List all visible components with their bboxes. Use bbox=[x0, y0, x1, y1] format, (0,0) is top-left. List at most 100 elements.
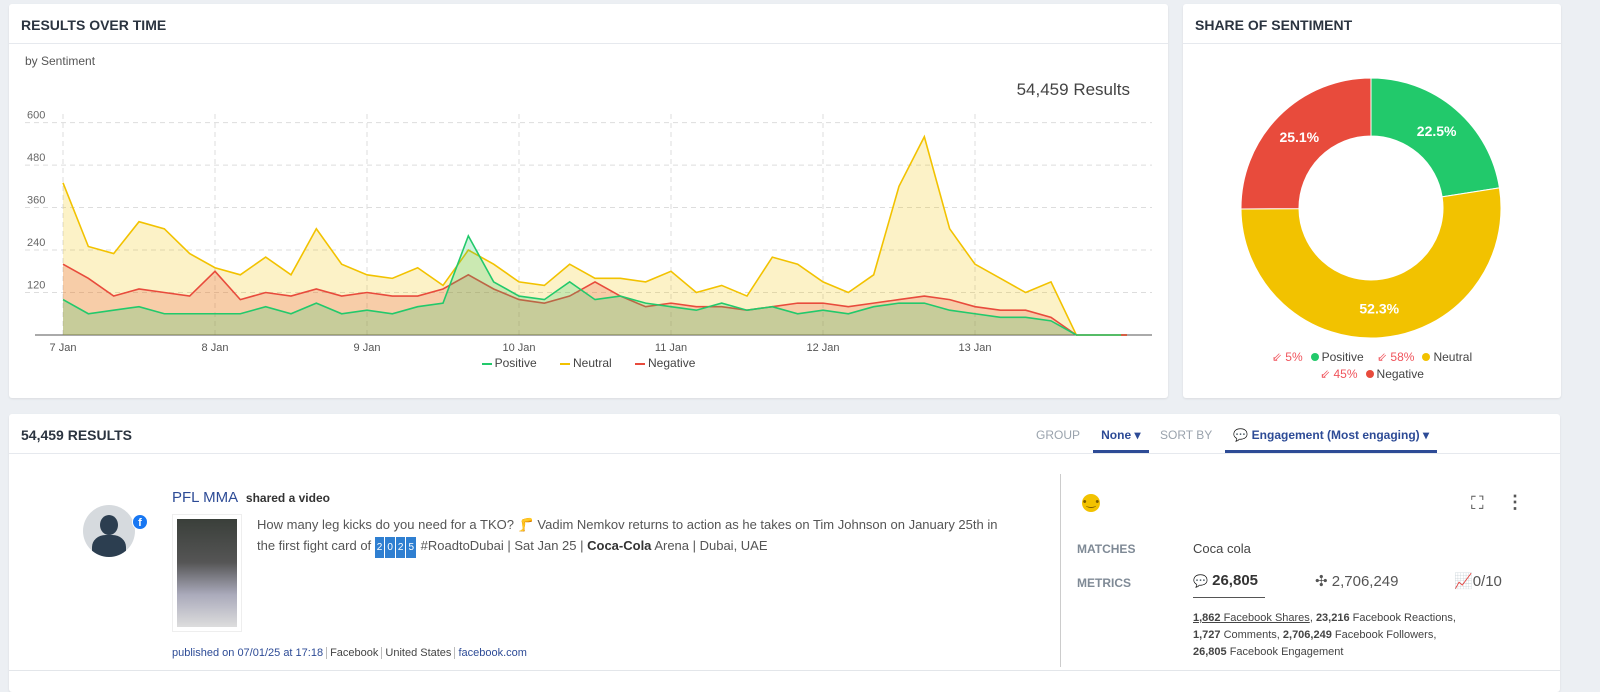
keycap: 5 bbox=[406, 537, 417, 558]
sort-control: SORT BY 💬 Engagement (Most engaging) ▾ bbox=[1160, 428, 1438, 453]
avatar[interactable] bbox=[83, 505, 135, 557]
results-over-time-card: RESULTS OVER TIME by Sentiment 54,459 Re… bbox=[9, 4, 1168, 398]
chart-subtitle: by Sentiment bbox=[25, 54, 96, 68]
post-text-part: Arena | Dubai, UAE bbox=[651, 538, 768, 553]
metric-details: 1,862 Facebook Shares, 23,216 Facebook R… bbox=[1193, 610, 1493, 661]
sort-dropdown[interactable]: 💬 Engagement (Most engaging) ▾ bbox=[1225, 428, 1438, 453]
engagement-label: Facebook Engagement bbox=[1226, 646, 1344, 658]
matches-label: MATCHES bbox=[1077, 542, 1136, 556]
post-action: shared a video bbox=[245, 491, 330, 505]
card-title: RESULTS OVER TIME bbox=[9, 4, 1168, 44]
metrics-label: METRICS bbox=[1077, 576, 1131, 590]
comments-label: Comments, bbox=[1220, 629, 1283, 641]
results-list-card: 54,459 RESULTS GROUP None ▾ SORT BY 💬 En… bbox=[9, 414, 1560, 692]
reach-metric[interactable]: ✣ 2,706,249 bbox=[1315, 572, 1398, 590]
slice-label: 22.5% bbox=[1417, 123, 1457, 139]
divider bbox=[1060, 474, 1061, 667]
x-tick-label: 8 Jan bbox=[202, 342, 229, 354]
score-metric[interactable]: 📈0/10 bbox=[1454, 572, 1502, 590]
y-tick-label: 240 bbox=[27, 237, 45, 249]
share-of-sentiment-card: SHARE OF SENTIMENT 22.5% 52.3% 25.1% ⇙ 5% P… bbox=[1183, 4, 1561, 398]
legend-label: Negative bbox=[1376, 367, 1424, 381]
x-tick-label: 7 Jan bbox=[50, 342, 77, 354]
group-value: None bbox=[1101, 428, 1132, 442]
post-text-part: #RoadtoDubai | Sat Jan 25 | bbox=[417, 538, 588, 553]
divider bbox=[9, 670, 1560, 671]
results-total: 54,459 Results bbox=[1016, 80, 1130, 99]
keycap: 2 bbox=[395, 537, 406, 558]
slice-positive bbox=[1370, 77, 1500, 198]
trend-chart-icon: 📈 bbox=[1454, 573, 1473, 590]
country: United States bbox=[381, 647, 455, 659]
published-link[interactable]: published on 07/01/25 at 17:18 bbox=[172, 647, 324, 659]
trend-down-icon: ⇙ bbox=[1271, 350, 1282, 364]
score-value: 0/10 bbox=[1472, 573, 1502, 590]
chart-legend: Positive Neutral Negative bbox=[9, 356, 1168, 370]
dot-icon bbox=[1365, 370, 1374, 378]
change-value: 5% bbox=[1285, 350, 1303, 364]
trend-down-icon: ⇙ bbox=[1320, 367, 1331, 381]
x-tick-label: 9 Jan bbox=[354, 342, 381, 354]
matches-value: Coca cola bbox=[1193, 541, 1251, 556]
shares-count[interactable]: 1,862 bbox=[1193, 612, 1221, 624]
legend-label: Neutral bbox=[572, 356, 612, 370]
facebook-icon: f bbox=[132, 514, 148, 530]
reach-icon: ✣ bbox=[1315, 573, 1328, 590]
sentiment-donut-chart[interactable]: 22.5% 52.3% 25.1% bbox=[1183, 4, 1561, 344]
comments-icon: 💬 bbox=[1193, 574, 1208, 588]
reactions-label: Facebook Reactions, bbox=[1349, 612, 1456, 624]
slice-label: 52.3% bbox=[1359, 301, 1399, 317]
legend-label: Positive bbox=[494, 356, 537, 370]
sentiment-area-chart[interactable]: 120 240 360 480 600 7 Jan 8 Jan 9 Jan 10 Jan 11 J… bbox=[9, 4, 1168, 398]
post-meta: published on 07/01/25 at 17:18 Facebook Un… bbox=[172, 647, 530, 659]
keycap: 2 bbox=[374, 537, 385, 558]
area-neutral bbox=[63, 136, 1127, 335]
x-tick-label: 13 Jan bbox=[958, 342, 991, 354]
shares-link[interactable]: Facebook Shares bbox=[1220, 612, 1310, 624]
group-dropdown[interactable]: None ▾ bbox=[1093, 428, 1149, 453]
source: Facebook bbox=[326, 647, 382, 659]
engagement-value: 26,805 bbox=[1212, 572, 1259, 589]
post-author-line: PFL MMA shared a video bbox=[172, 489, 330, 506]
dot-icon bbox=[1310, 353, 1319, 361]
sentiment-legend: ⇙ 5% Positive ⇙ 58% Neutral ⇙ 45% Negative bbox=[1183, 349, 1561, 383]
author-link[interactable]: PFL MMA bbox=[172, 489, 239, 506]
card-title: SHARE OF SENTIMENT bbox=[1183, 4, 1561, 44]
legend-negative[interactable]: Negative bbox=[635, 356, 695, 370]
slice-label: 25.1% bbox=[1279, 129, 1319, 145]
change-value: 58% bbox=[1390, 350, 1415, 364]
legend-label: Negative bbox=[648, 356, 696, 370]
results-title: 54,459 RESULTS bbox=[9, 414, 1560, 454]
change-value: 45% bbox=[1333, 367, 1358, 381]
legend-neutral[interactable]: Neutral bbox=[559, 356, 612, 370]
post-text: How many leg kicks do you need for a TKO… bbox=[257, 514, 1007, 558]
legend-label: Positive bbox=[1321, 350, 1364, 364]
comments-icon: 💬 bbox=[1233, 428, 1249, 442]
expand-icon[interactable]: ⛶ bbox=[1471, 493, 1484, 513]
legend-positive[interactable]: Positive bbox=[481, 356, 537, 370]
more-options-icon[interactable]: ⋮ bbox=[1506, 492, 1524, 512]
y-tick-label: 480 bbox=[27, 152, 45, 164]
followers-count: 2,706,249 bbox=[1282, 629, 1332, 641]
keycap: 0 bbox=[385, 537, 395, 558]
post-text-part: How many leg kicks do you need for a TKO… bbox=[257, 517, 998, 553]
line-positive bbox=[62, 233, 1127, 336]
x-tick-label: 10 Jan bbox=[502, 342, 535, 354]
y-tick-label: 600 bbox=[27, 110, 45, 122]
reach-value: 2,706,249 bbox=[1331, 573, 1399, 590]
comments-count: 1,727 bbox=[1193, 629, 1221, 641]
neutral-face-icon[interactable]: •‿• bbox=[1082, 494, 1100, 512]
x-tick-label: 12 Jan bbox=[806, 342, 839, 354]
reactions-count: 23,216 bbox=[1315, 612, 1350, 624]
sort-value: Engagement (Most engaging) bbox=[1251, 428, 1420, 442]
video-thumbnail[interactable] bbox=[172, 514, 242, 632]
engagement-count: 26,805 bbox=[1193, 646, 1227, 658]
legend-label: Neutral bbox=[1433, 350, 1473, 364]
slice-neutral bbox=[1240, 187, 1502, 339]
brand-highlight: Coca-Cola bbox=[587, 538, 652, 553]
trend-down-icon: ⇙ bbox=[1377, 350, 1388, 364]
domain-link[interactable]: facebook.com bbox=[454, 647, 530, 659]
y-tick-label: 120 bbox=[27, 280, 45, 292]
followers-label: Facebook Followers, bbox=[1331, 629, 1437, 641]
engagement-metric[interactable]: 💬 26,805 bbox=[1193, 572, 1265, 598]
